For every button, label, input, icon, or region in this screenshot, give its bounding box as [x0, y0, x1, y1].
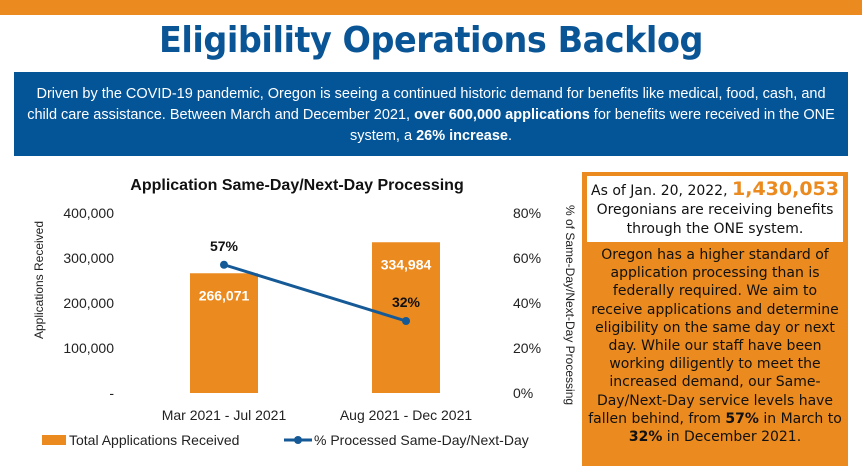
sidebar-panel: As of Jan. 20, 2022, 1,430,053 Oregonians… — [582, 172, 848, 466]
line-series — [223, 263, 407, 323]
intro-highlight: over 600,000 applications — [414, 107, 590, 123]
line-data-label: 32% — [392, 294, 421, 310]
chart-title: Application Same-Day/Next-Day Processing — [130, 177, 463, 194]
y2-tick-label: 80% — [513, 205, 541, 221]
beneficiary-callout: As of Jan. 20, 2022, 1,430,053 Oregonians… — [587, 176, 843, 242]
bar-data-label: 266,071 — [199, 287, 250, 303]
y2-tick-label: 20% — [513, 340, 541, 356]
legend-line-label: % Processed Same-Day/Next-Day — [314, 432, 529, 448]
y-tick-label: 200,000 — [63, 295, 114, 311]
y-tick-label: 300,000 — [63, 250, 114, 266]
y-axis-label: Applications Received — [32, 221, 46, 339]
y2-axis-label: % of Same-Day/Next-Day Processing — [563, 205, 577, 405]
x-tick-label: Mar 2021 - Jul 2021 — [162, 407, 287, 423]
y2-tick-label: 40% — [513, 295, 541, 311]
legend-bar-label: Total Applications Received — [69, 432, 239, 448]
intro-text: Driven by the COVID-19 pandemic, Oregon … — [27, 86, 826, 123]
as-of-text: As of Jan. 20, 2022, — [591, 183, 732, 199]
body-highlight: 32% — [628, 429, 663, 446]
intro-text: . — [507, 128, 512, 144]
intro-highlight: 26% increase — [416, 128, 508, 144]
count-text: Oregonians are receiving benefits throug… — [596, 202, 834, 237]
line-point — [220, 260, 228, 269]
y2-tick-label: 0% — [513, 385, 533, 401]
beneficiary-count: 1,430,053 — [732, 178, 839, 200]
body-text: Oregon has a higher standard of applicat… — [588, 247, 839, 427]
body-text: in December 2021. — [662, 429, 802, 446]
body-highlight: 57% — [725, 410, 759, 427]
page-title: Eligibility Operations Backlog — [158, 20, 703, 61]
legend-bar-swatch — [42, 435, 66, 445]
sidebar-body: Oregon has a higher standard of applicat… — [586, 246, 844, 446]
y-tick-label: - — [109, 385, 114, 401]
legend-line-marker — [294, 436, 302, 444]
y-tick-label: 100,000 — [63, 340, 114, 356]
intro-text: for benefits were received in the ONE sy… — [349, 107, 835, 144]
line-point — [402, 317, 410, 325]
line-data-label: 57% — [210, 238, 239, 254]
chart: Application Same-Day/Next-Day Processing… — [32, 177, 577, 448]
top-accent-bar — [0, 0, 862, 15]
body-text: in March to — [758, 410, 842, 427]
intro-banner: Driven by the COVID-19 pandemic, Oregon … — [14, 72, 848, 156]
bar — [190, 273, 258, 393]
y2-tick-label: 60% — [513, 250, 541, 266]
y-tick-label: 400,000 — [63, 205, 114, 221]
x-tick-label: Aug 2021 - Dec 2021 — [340, 407, 473, 423]
bar-data-label: 334,984 — [381, 256, 432, 272]
